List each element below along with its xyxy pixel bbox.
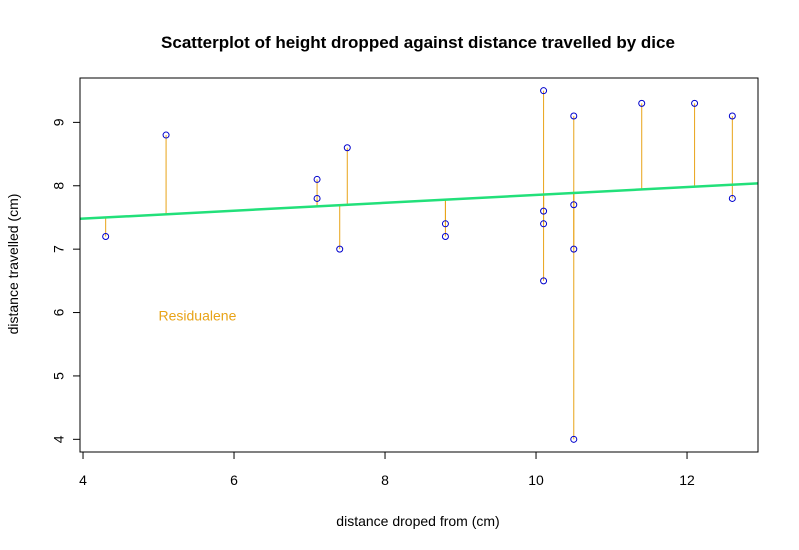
y-tick-label-8: 8: [51, 182, 67, 190]
data-point-2: [313, 175, 321, 183]
plot-frame: [79, 77, 759, 453]
data-point-0: [102, 232, 110, 240]
y-tick-label-7: 7: [51, 245, 67, 253]
data-point-10: [540, 220, 548, 228]
data-point-4: [336, 245, 344, 253]
data-point-1: [162, 131, 170, 139]
regression-line-group: [79, 182, 759, 221]
data-point-3: [313, 194, 321, 202]
regression-line: [79, 182, 759, 221]
data-point-7: [441, 232, 449, 240]
data-point-12: [570, 112, 578, 120]
y-tick-label-9: 9: [51, 118, 67, 126]
data-point-11: [540, 277, 548, 285]
data-point-9: [540, 207, 548, 215]
x-tick-label-12: 12: [679, 472, 695, 488]
chart-title: Scatterplot of height dropped against di…: [161, 33, 675, 52]
data-point-6: [441, 220, 449, 228]
x-tick-label-4: 4: [79, 472, 87, 488]
y-tick-label-6: 6: [51, 308, 67, 316]
data-point-16: [638, 99, 646, 107]
x-tick-label-8: 8: [381, 472, 389, 488]
data-point-5: [343, 144, 351, 152]
y-tick-label-5: 5: [51, 372, 67, 380]
data-point-13: [570, 201, 578, 209]
data-point-17: [691, 99, 699, 107]
data-point-15: [570, 435, 578, 443]
data-point-18: [728, 112, 736, 120]
data-point-14: [570, 245, 578, 253]
x-tick-label-10: 10: [528, 472, 544, 488]
residual-annotation: Residualene: [159, 308, 237, 324]
residual-lines: [105, 90, 733, 440]
y-axis-label: distance travelled (cm): [5, 194, 21, 335]
y-tick-label-4: 4: [51, 435, 67, 443]
x-tick-label-6: 6: [230, 472, 238, 488]
data-points: [102, 87, 736, 443]
data-point-8: [540, 87, 548, 95]
data-point-19: [728, 194, 736, 202]
x-axis-label: distance droped from (cm): [336, 513, 499, 529]
axes: 4 6 8 10 12 4 5 6 7 8 9: [51, 77, 759, 488]
